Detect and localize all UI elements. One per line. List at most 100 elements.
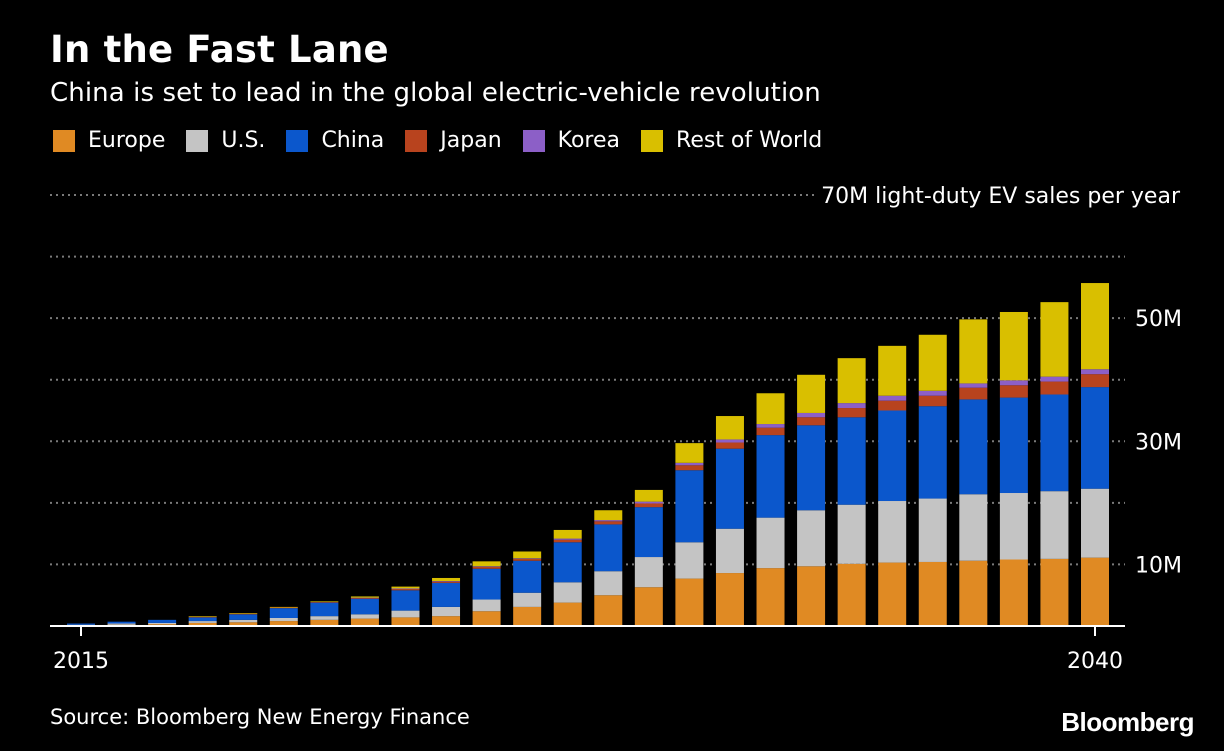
bar-u-s--2021	[310, 616, 339, 620]
bar-europe-2035	[878, 562, 907, 626]
bar-rest-of-world-2027	[553, 529, 582, 539]
bar-europe-2021	[310, 619, 339, 626]
bar-china-2035	[878, 410, 907, 502]
bar-china-2026	[513, 560, 542, 593]
bar-china-2020	[269, 608, 298, 618]
bar-rest-of-world-2023	[391, 586, 420, 589]
bar-u-s--2040	[1081, 488, 1109, 558]
bar-rest-of-world-2024	[432, 577, 461, 582]
bar-china-2028	[594, 524, 623, 572]
bar-china-2027	[553, 542, 582, 583]
bar-europe-2029	[634, 587, 663, 626]
bar-europe-2019	[229, 622, 258, 626]
bar-japan-2030	[675, 465, 704, 471]
bar-rest-of-world-2026	[513, 551, 542, 559]
bar-rest-of-world-2033	[797, 374, 826, 413]
bar-japan-2035	[878, 400, 907, 411]
bar-europe-2025	[472, 611, 501, 626]
bar-china-2022	[350, 598, 379, 615]
bar-europe-2020	[269, 621, 298, 626]
bar-china-2029	[634, 507, 663, 558]
bar-china-2036	[918, 406, 947, 499]
legend-label: Korea	[557, 128, 621, 153]
bar-japan-2040	[1081, 374, 1109, 388]
legend-item-europe: Europe	[53, 128, 165, 153]
y-tick-label: 50M	[1135, 307, 1182, 332]
bar-japan-2031	[715, 442, 744, 449]
bar-rest-of-world-2025	[472, 561, 501, 567]
legend-label: China	[321, 128, 385, 153]
bar-china-2030	[675, 470, 704, 543]
bar-japan-2032	[756, 427, 785, 436]
bar-china-2024	[432, 582, 461, 607]
bar-korea-2025	[472, 566, 501, 567]
bar-europe-2036	[918, 561, 947, 626]
bar-rest-of-world-2019	[229, 613, 258, 614]
bar-rest-of-world-2036	[918, 334, 947, 391]
legend-label: U.S.	[221, 128, 266, 153]
bar-europe-2038	[999, 559, 1028, 626]
bar-u-s--2028	[594, 571, 623, 596]
bar-japan-2038	[999, 385, 1028, 398]
bar-japan-2025	[472, 566, 501, 569]
chart-subtitle: China is set to lead in the global elect…	[50, 78, 821, 108]
legend-label: Rest of World	[676, 128, 823, 153]
legend: Europe U.S. China Japan Korea Rest of World	[53, 128, 843, 153]
bar-europe-2037	[959, 560, 988, 626]
bar-rest-of-world-2039	[1040, 302, 1069, 377]
bar-u-s--2018	[188, 621, 217, 623]
bar-u-s--2017	[148, 622, 177, 625]
bar-u-s--2032	[756, 517, 785, 569]
legend-swatch	[641, 129, 664, 152]
bar-europe-2023	[391, 617, 420, 626]
bar-europe-2032	[756, 568, 785, 626]
bar-u-s--2030	[675, 542, 704, 579]
bar-rest-of-world-2030	[675, 443, 704, 463]
bar-rest-of-world-2018	[188, 616, 217, 617]
bar-china-2021	[310, 602, 339, 617]
bar-rest-of-world-2037	[959, 319, 988, 384]
bar-china-2019	[229, 614, 258, 620]
bar-europe-2028	[594, 595, 623, 626]
bar-europe-2030	[675, 578, 704, 626]
bar-korea-2034	[837, 403, 866, 409]
bar-japan-2033	[797, 417, 826, 426]
bar-japan-2027	[553, 539, 582, 543]
y-axis-label: 70M light-duty EV sales per year	[821, 184, 1181, 209]
bar-u-s--2038	[999, 493, 1028, 560]
bar-europe-2026	[513, 606, 542, 626]
bar-china-2025	[472, 568, 501, 600]
bar-u-s--2027	[553, 582, 582, 603]
bar-japan-2026	[513, 558, 542, 561]
bar-rest-of-world-2040	[1081, 283, 1109, 370]
chart-title: In the Fast Lane	[50, 28, 389, 71]
bar-u-s--2029	[634, 557, 663, 588]
bar-japan-2018	[188, 616, 217, 618]
bloomberg-logo: Bloomberg	[1061, 707, 1194, 737]
bar-korea-2033	[797, 412, 826, 418]
bar-korea-2030	[675, 462, 704, 466]
bar-china-2032	[756, 435, 785, 518]
bar-europe-2024	[432, 616, 461, 626]
bar-rest-of-world-2028	[594, 510, 623, 521]
bar-u-s--2024	[432, 606, 461, 617]
legend-item-korea: Korea	[522, 128, 621, 153]
bar-china-2015	[67, 623, 95, 625]
bar-korea-2031	[715, 439, 744, 443]
bar-rest-of-world-2021	[310, 601, 339, 602]
legend-swatch	[53, 129, 75, 152]
bar-korea-2032	[756, 424, 785, 428]
bar-korea-2039	[1040, 376, 1069, 382]
bar-europe-2039	[1040, 558, 1069, 626]
bar-u-s--2023	[391, 610, 420, 618]
bar-europe-2031	[715, 573, 744, 626]
bar-u-s--2026	[513, 592, 542, 607]
bar-u-s--2016	[107, 623, 136, 625]
bar-rest-of-world-2034	[837, 358, 866, 404]
bar-korea-2026	[513, 558, 542, 559]
source-note: Source: Bloomberg New Energy Finance	[50, 705, 470, 729]
bar-korea-2023	[391, 588, 420, 590]
bar-rest-of-world-2038	[999, 311, 1028, 381]
bar-rest-of-world-2031	[715, 416, 744, 440]
bar-korea-2036	[918, 390, 947, 396]
